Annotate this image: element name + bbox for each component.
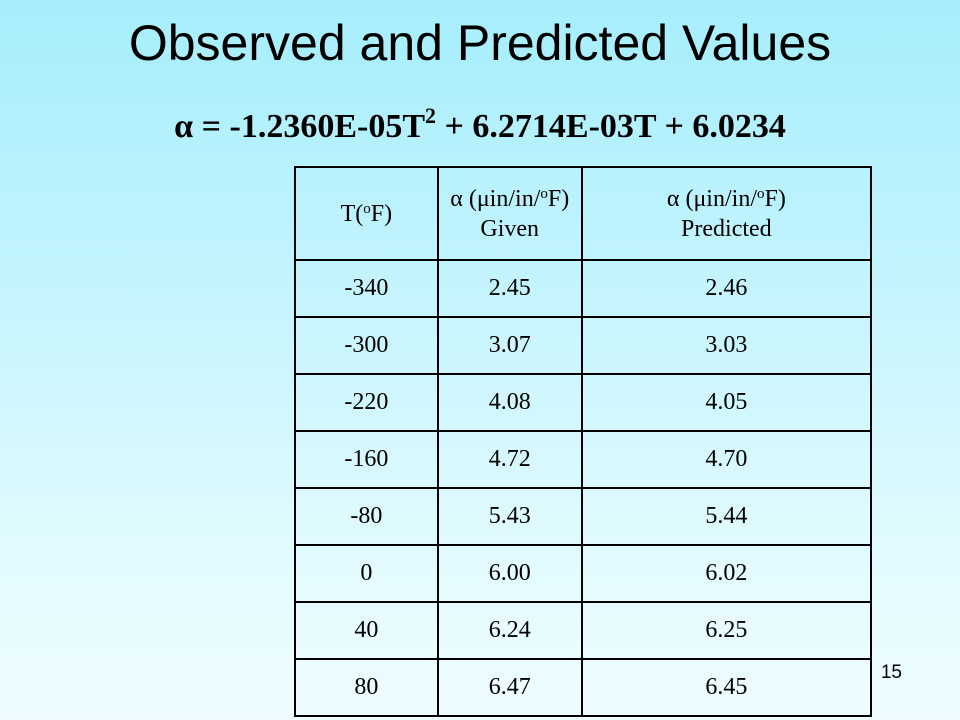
table-row: -340 2.45 2.46 [294, 259, 873, 318]
formula-exponent: 2 [425, 103, 437, 128]
table-row: 0 6.00 6.02 [294, 544, 873, 603]
cell-alpha-given: 3.07 [436, 316, 583, 375]
table-header-row: T(oF) α (μin/in/oF) Given α (μin/in/oF) Pr… [294, 166, 873, 261]
cell-alpha-given: 6.24 [436, 601, 583, 660]
cell-alpha-given: 5.43 [436, 487, 583, 546]
cell-temperature: -160 [294, 430, 439, 489]
cell-alpha-predicted: 4.05 [580, 373, 873, 432]
cell-alpha-given: 6.00 [436, 544, 583, 603]
formula-lhs: α = -1.2360E-05T [174, 108, 426, 145]
cell-temperature: 40 [294, 601, 439, 660]
cell-temperature: 80 [294, 658, 439, 717]
cell-temperature: -220 [294, 373, 439, 432]
cell-temperature: -340 [294, 259, 439, 318]
slide-title: Observed and Predicted Values [128, 15, 832, 71]
table-row: 80 6.47 6.45 [294, 658, 873, 717]
table-row: -220 4.08 4.05 [294, 373, 873, 432]
cell-alpha-predicted: 6.02 [580, 544, 873, 603]
cell-alpha-predicted: 6.25 [580, 601, 873, 660]
cell-alpha-given: 6.47 [436, 658, 583, 717]
formula: α = -1.2360E-05T2 + 6.2714E-03T + 6.0234 [0, 105, 960, 149]
cell-temperature: 0 [294, 544, 439, 603]
cell-alpha-given: 2.45 [436, 259, 583, 318]
cell-alpha-predicted: 2.46 [580, 259, 873, 318]
cell-alpha-predicted: 5.44 [580, 487, 873, 546]
header-alpha-given: α (μin/in/oF) Given [436, 166, 583, 261]
cell-temperature: -80 [294, 487, 439, 546]
cell-alpha-predicted: 4.70 [580, 430, 873, 489]
data-table: T(oF) α (μin/in/oF) Given α (μin/in/oF) Pr… [294, 166, 873, 717]
cell-alpha-predicted: 3.03 [580, 316, 873, 375]
formula-rhs: + 6.2714E-03T + 6.0234 [436, 108, 786, 145]
header-alpha-predicted: α (μin/in/oF) Predicted [580, 166, 873, 261]
table-row: -300 3.07 3.03 [294, 316, 873, 375]
table-row: 40 6.24 6.25 [294, 601, 873, 660]
header-temperature: T(oF) [294, 166, 439, 261]
cell-alpha-given: 4.08 [436, 373, 583, 432]
cell-temperature: -300 [294, 316, 439, 375]
page-number: 15 [880, 662, 902, 683]
table-row: -160 4.72 4.70 [294, 430, 873, 489]
table-row: -80 5.43 5.44 [294, 487, 873, 546]
cell-alpha-predicted: 6.45 [580, 658, 873, 717]
cell-alpha-given: 4.72 [436, 430, 583, 489]
